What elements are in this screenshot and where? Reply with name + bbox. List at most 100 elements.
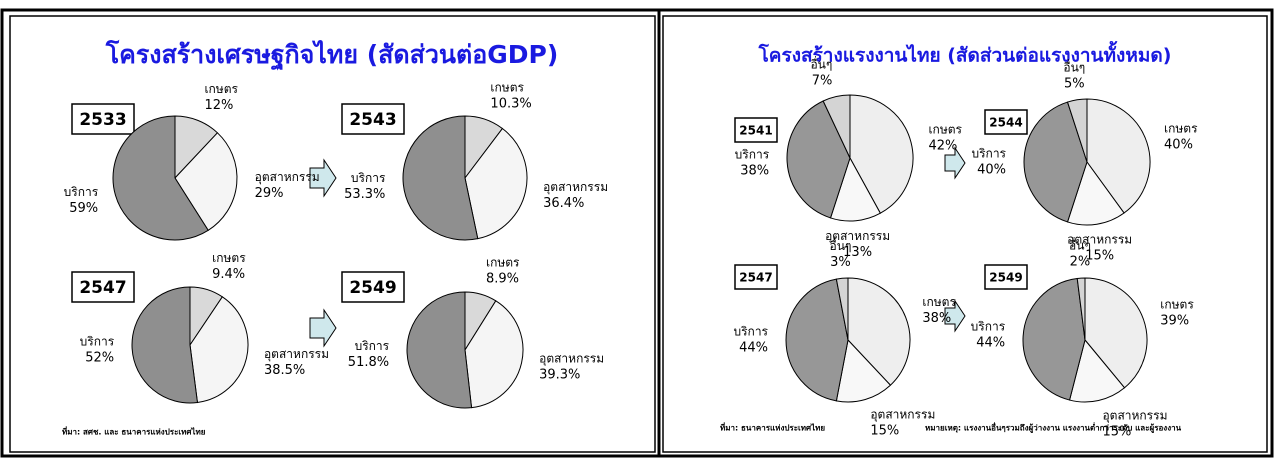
slice-value: 40% bbox=[1164, 137, 1193, 152]
slice-name: บริการ bbox=[735, 148, 770, 162]
pie-slice bbox=[835, 338, 892, 403]
slice-value: 15% bbox=[1102, 425, 1131, 440]
pie-slice bbox=[1086, 98, 1151, 214]
pie-slice bbox=[1022, 277, 1086, 401]
slice-name: บริการ bbox=[971, 147, 1006, 161]
slice-value: 36.4% bbox=[543, 196, 584, 211]
pie-slice bbox=[835, 277, 849, 341]
panel-title: โครงสร้างแรงงานไทย (สัดส่วนต่อแรงงานทั้ง… bbox=[758, 41, 1172, 67]
source: ที่มา: ธนาคารแห่งประเทศไทย bbox=[720, 422, 825, 433]
right-panel bbox=[662, 15, 1268, 453]
slice-value: 42% bbox=[928, 138, 957, 153]
pie-slice bbox=[402, 115, 479, 241]
slice-name: เกษตร bbox=[486, 255, 520, 269]
slice-value: 44% bbox=[739, 341, 768, 356]
year-box bbox=[984, 109, 1028, 135]
slice-name: อื่นๆ bbox=[830, 237, 852, 253]
slice-name: เกษตร bbox=[1164, 121, 1198, 135]
slice-name: อุตสาหกรรม bbox=[825, 229, 890, 244]
year-box bbox=[341, 271, 405, 303]
year-label: 2544 bbox=[989, 116, 1022, 130]
slice-name: บริการ bbox=[80, 334, 115, 348]
slice-value: 53.3% bbox=[344, 187, 385, 202]
year-label: 2541 bbox=[739, 124, 772, 138]
arrows bbox=[309, 146, 966, 348]
slice-value: 12% bbox=[204, 98, 233, 113]
slice-value: 44% bbox=[976, 335, 1005, 350]
slice-value: 52% bbox=[85, 350, 114, 365]
slice-name: เกษตร bbox=[490, 81, 524, 95]
slice-name: อุตสาหกรรม bbox=[543, 180, 608, 195]
year-label: 2533 bbox=[79, 110, 126, 130]
slice-name: อุตสาหกรรม bbox=[1102, 409, 1167, 424]
slice-value: 38% bbox=[740, 164, 769, 179]
slice-value: 7% bbox=[812, 73, 833, 88]
slice-name: อุตสาหกรรม bbox=[870, 407, 935, 422]
year-label: 2549 bbox=[349, 278, 396, 298]
year-box bbox=[71, 271, 135, 303]
pie-slice bbox=[464, 127, 528, 240]
slice-value: 59% bbox=[69, 201, 98, 216]
slice-name: เกษตร bbox=[204, 82, 238, 96]
note: หมายเหตุ: แรงงานอื่นๆรวมถึงผู้ว่างงาน แร… bbox=[925, 422, 1182, 434]
year-label: 2543 bbox=[349, 110, 396, 130]
slice-name: บริการ bbox=[64, 185, 99, 199]
slice-name: อุตสาหกรรม bbox=[255, 170, 320, 185]
slice-value: 29% bbox=[255, 186, 284, 201]
slice-value: 3% bbox=[830, 255, 851, 270]
year-label: 2547 bbox=[79, 278, 126, 298]
slice-value: 13% bbox=[843, 245, 872, 260]
outer-border bbox=[0, 8, 1274, 458]
slice-name: บริการ bbox=[733, 325, 768, 339]
slice-name: อุตสาหกรรม bbox=[1067, 233, 1132, 248]
year-box bbox=[341, 103, 405, 135]
source: ที่มา: สศช. และ ธนาคารแห่งประเทศไทย bbox=[62, 426, 206, 437]
slice-name: เกษตร bbox=[212, 251, 246, 265]
year-box bbox=[984, 264, 1028, 290]
pie-slice bbox=[1023, 101, 1088, 223]
pie-slice bbox=[1076, 277, 1086, 341]
panel-title: โครงสร้างเศรษฐกิจไทย (สัดส่วนต่อGDP) bbox=[105, 39, 559, 71]
pie-slice bbox=[464, 300, 524, 409]
slice-value: 10.3% bbox=[490, 97, 531, 112]
slice-name: บริการ bbox=[351, 171, 386, 185]
slice-value: 9.4% bbox=[212, 267, 245, 282]
arrow bbox=[944, 146, 966, 180]
left-panel bbox=[9, 15, 656, 453]
pie-slice bbox=[786, 100, 851, 219]
pie-slice bbox=[174, 132, 238, 232]
pie-slice bbox=[1066, 160, 1125, 226]
slice-value: 39.3% bbox=[539, 367, 580, 382]
slice-value: 39% bbox=[1160, 313, 1189, 328]
slice-value: 38% bbox=[922, 311, 951, 326]
pie-slice bbox=[1066, 98, 1088, 163]
arrow bbox=[944, 299, 966, 333]
slice-name: อุตสาหกรรม bbox=[539, 351, 604, 366]
pie-slice bbox=[112, 115, 209, 241]
arrow bbox=[309, 308, 337, 348]
pie-slice bbox=[785, 278, 849, 402]
slice-name: อื่นๆ bbox=[1069, 237, 1091, 253]
slice-name: บริการ bbox=[971, 319, 1006, 333]
pie-slice bbox=[1068, 338, 1126, 403]
slice-value: 40% bbox=[977, 163, 1006, 178]
slice-value: 51.8% bbox=[348, 355, 389, 370]
pie-slice bbox=[847, 277, 911, 386]
slice-name: อื่นๆ bbox=[810, 55, 832, 71]
slice-name: อื่นๆ bbox=[1063, 58, 1085, 74]
year-box bbox=[734, 117, 778, 143]
slice-value: 15% bbox=[1085, 249, 1114, 264]
pie-slice bbox=[822, 94, 851, 159]
pie-slice bbox=[406, 291, 473, 409]
slice-value: 5% bbox=[1064, 76, 1085, 91]
pie-slice bbox=[849, 94, 914, 214]
year-label: 2549 bbox=[989, 271, 1022, 285]
year-box bbox=[734, 264, 778, 290]
year-label: 2547 bbox=[739, 271, 772, 285]
slice-name: เกษตร bbox=[928, 122, 962, 136]
pie-slice bbox=[189, 296, 249, 404]
slice-name: เกษตร bbox=[922, 295, 956, 309]
slice-value: 15% bbox=[870, 423, 899, 438]
slice-value: 38.5% bbox=[264, 363, 305, 378]
